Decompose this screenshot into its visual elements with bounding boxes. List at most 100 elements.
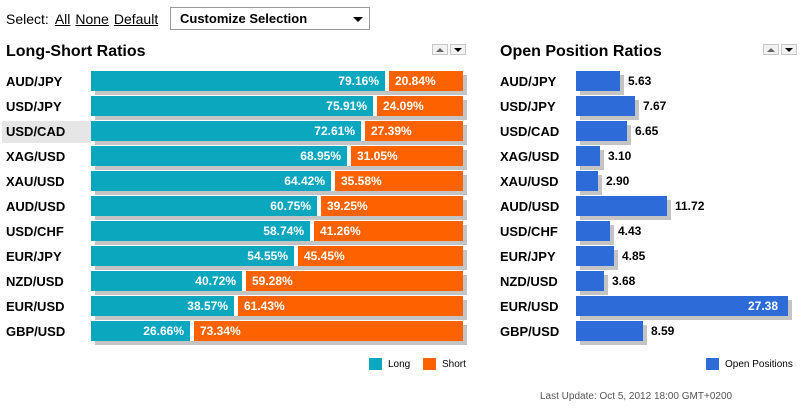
select-default-link[interactable]: Default [113,11,159,27]
sort-up-button[interactable] [763,44,779,55]
ratio-bar: 54.55% 45.45% [91,246,463,266]
open-positions-legend: Open Positions [706,358,793,370]
open-position-bar [576,196,667,216]
pair-label: USD/CAD [500,124,560,139]
long-swatch [369,358,382,370]
bar-divider [242,271,246,291]
long-bar: 58.74% [91,221,310,241]
pair-label: AUD/JPY [500,74,557,89]
sort-up-button[interactable] [432,44,448,55]
long-bar: 64.42% [91,171,331,191]
open-position-bar [576,171,598,191]
long-bar: 26.66% [91,321,190,341]
select-bar: Select: All None Default [6,8,163,30]
select-label: Select: [6,11,49,27]
bar-divider [373,96,377,116]
ratio-bar: 38.57% 61.43% [91,296,463,316]
ratio-bar: 72.61% 27.39% [91,121,463,141]
open-position-value: 8.59 [651,324,675,338]
pair-label: GBP/USD [500,324,560,339]
long-bar: 79.16% [91,71,385,91]
pair-label: EUR/USD [6,299,65,314]
pair-label: AUD/JPY [6,74,63,89]
sort-down-button[interactable] [450,44,466,55]
open-position-bar [576,321,643,341]
pair-label: XAU/USD [500,174,559,189]
arrow-up-icon [436,47,444,52]
pair-label: USD/CHF [6,224,64,239]
short-bar: 45.45% [298,246,463,266]
short-bar: 24.09% [377,96,463,116]
pair-label: NZD/USD [6,274,64,289]
select-none-link[interactable]: None [75,11,109,27]
bar-divider [347,146,351,166]
bar-divider [331,171,335,191]
open-position-value: 2.90 [606,174,630,188]
pair-label: XAG/USD [6,149,66,164]
short-bar: 27.39% [365,121,463,141]
long-legend-label: Long [388,358,411,370]
arrow-down-icon [454,47,462,52]
short-legend-label: Short [442,358,466,370]
open-position-value: 4.43 [618,224,642,238]
pair-label: AUD/USD [6,199,66,214]
pair-label: XAU/USD [6,174,65,189]
open-position-value: 11.72 [675,199,705,213]
open-position-value: 5.63 [628,74,652,88]
open-position-value: 27.38 [748,299,779,313]
sort-down-button[interactable] [781,44,797,55]
short-bar: 41.26% [314,221,463,241]
ratio-bar: 60.75% 39.25% [91,196,463,216]
bar-divider [385,71,389,91]
long-legend: Long [369,358,410,370]
open-position-value: 3.68 [612,274,636,288]
open-position-bar [576,271,604,291]
open-positions-legend-label: Open Positions [725,358,793,370]
pair-label: AUD/USD [500,199,560,214]
pair-label: NZD/USD [500,274,558,289]
open-position-value: 3.10 [608,149,632,163]
ratio-bar: 58.74% 41.26% [91,221,463,241]
ratio-bar: 68.95% 31.05% [91,146,463,166]
short-legend: Short [423,358,466,370]
customize-selection-dropdown[interactable]: Customize Selection [170,7,370,30]
pair-label: GBP/USD [6,324,66,339]
long-bar: 60.75% [91,196,317,216]
chevron-down-icon [353,17,363,22]
pair-label: EUR/JPY [6,249,62,264]
long-bar: 40.72% [91,271,242,291]
short-bar: 73.34% [194,321,463,341]
pair-label: EUR/JPY [500,249,556,264]
open-positions-swatch [706,358,719,370]
pair-label: USD/JPY [500,99,556,114]
long-short-row [2,121,91,143]
bar-divider [317,196,321,216]
long-short-sort-controls [432,44,466,55]
bar-divider [310,221,314,241]
open-position-bar [576,71,620,91]
open-position-bar [576,221,610,241]
long-short-title: Long-Short Ratios [6,43,146,60]
open-position-bar [576,121,627,141]
ratio-bar: 75.91% 24.09% [91,96,463,116]
last-update: Last Update: Oct 5, 2012 18:00 GMT+0200 [540,391,733,402]
open-position-bar [576,296,788,316]
pair-label: USD/CAD [6,124,66,139]
open-position-title: Open Position Ratios [500,43,662,60]
ratio-bar: 64.42% 35.58% [91,171,463,191]
select-all-link[interactable]: All [54,11,71,27]
short-swatch [423,358,436,370]
short-bar: 61.43% [238,296,463,316]
pair-label: USD/CHF [500,224,558,239]
open-position-bar [576,146,600,166]
arrow-down-icon [785,47,793,52]
short-bar: 39.25% [321,196,463,216]
long-bar: 75.91% [91,96,373,116]
ratio-bar: 79.16% 20.84% [91,71,463,91]
arrow-up-icon [767,47,775,52]
open-position-bar [576,246,614,266]
ratio-bar: 26.66% 73.34% [91,321,463,341]
open-position-value: 7.67 [643,99,667,113]
bar-divider [234,296,238,316]
short-bar: 59.28% [246,271,463,291]
